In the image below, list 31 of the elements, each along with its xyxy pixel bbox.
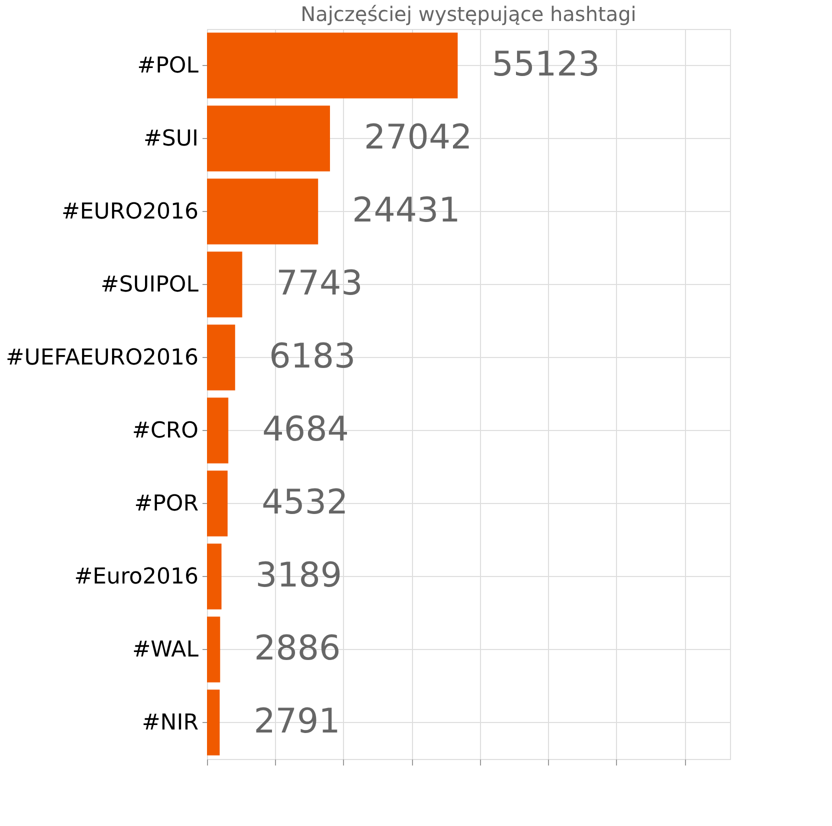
bar (207, 252, 242, 318)
data-label: 7743 (276, 264, 363, 304)
data-label: 4684 (262, 410, 349, 450)
bar (207, 544, 222, 610)
y-tick-label: #WAL (132, 638, 200, 662)
y-tick-label: #CRO (132, 418, 198, 444)
bar (207, 178, 318, 244)
bar (207, 470, 228, 536)
y-tick-label: #SUI (144, 126, 198, 152)
bar (207, 616, 220, 682)
y-tick-label: #EURO2016 (61, 200, 198, 224)
data-label: 2886 (254, 628, 341, 668)
y-tick-label: #SUIPOL (100, 272, 200, 298)
chart-title: Najczęściej występujące hashtagi (300, 2, 636, 26)
bar (207, 398, 228, 464)
y-tick-label: #Euro2016 (74, 564, 198, 590)
y-tick-label: #NIR (142, 710, 198, 736)
data-label: 4532 (262, 482, 348, 522)
data-label: 6183 (269, 336, 356, 376)
y-tick-label: #UEFAEURO2016 (6, 346, 198, 370)
bar (207, 106, 330, 172)
bar (207, 324, 236, 390)
y-tick-label: #POR (134, 492, 198, 516)
data-label: 24431 (352, 190, 460, 230)
data-label: 27042 (364, 118, 472, 158)
y-tick-label: #POL (137, 54, 200, 78)
data-label: 55123 (492, 44, 600, 84)
bar (207, 32, 458, 98)
bar (207, 690, 220, 756)
data-label: 3189 (256, 556, 342, 596)
data-label: 2791 (254, 702, 340, 742)
